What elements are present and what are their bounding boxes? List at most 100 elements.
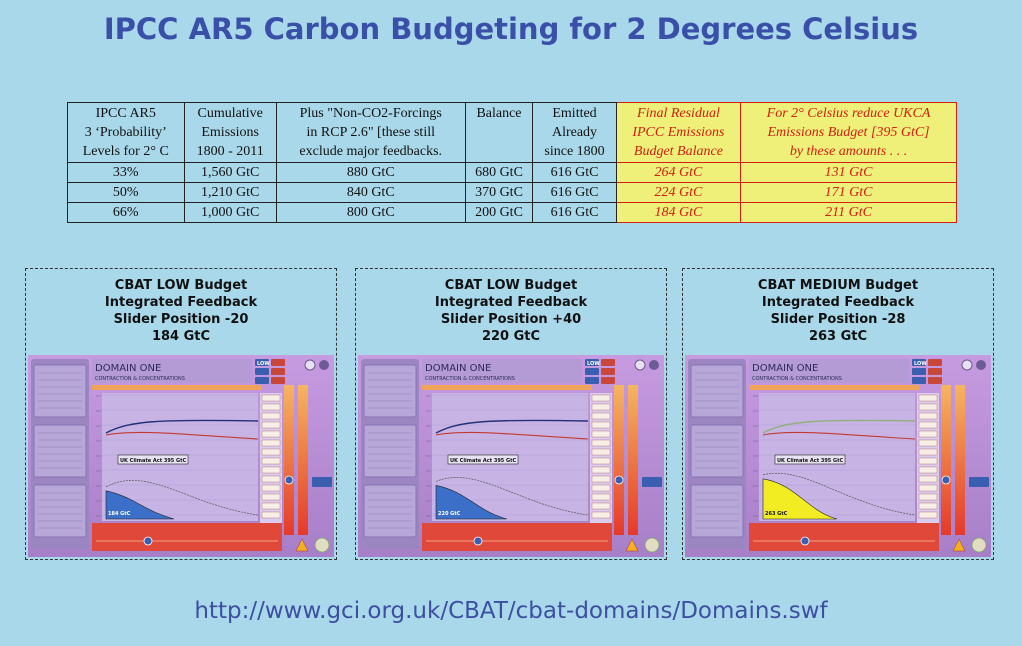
table-cell: 616 GtC bbox=[532, 162, 617, 183]
caption-amount: 184 GtC bbox=[151, 329, 211, 344]
table-body: 33% 1,560 GtC 880 GtC 680 GtC 616 GtC 264 GtC… bbox=[67, 162, 957, 223]
feedback-slider-handle[interactable] bbox=[614, 475, 624, 485]
header-line: 3 ‘Probability’ bbox=[84, 125, 167, 140]
table-cell: 1,000 GtC bbox=[183, 202, 277, 223]
value-cell bbox=[591, 484, 611, 492]
header-line: Emitted bbox=[552, 106, 597, 121]
table-cell: 616 GtC bbox=[532, 182, 617, 203]
table-row: 33% 1,560 GtC 880 GtC 680 GtC 616 GtC 264 GtC… bbox=[67, 162, 957, 183]
budget-button bbox=[601, 368, 615, 375]
feedback-slider-handle[interactable] bbox=[941, 475, 951, 485]
value-cell bbox=[261, 493, 281, 501]
value-cell bbox=[591, 403, 611, 411]
budget-low-button bbox=[585, 359, 599, 366]
table-header-cell: Final Residual IPCC Emissions Budget Balan… bbox=[615, 102, 742, 163]
value-cell bbox=[918, 484, 938, 492]
feedback-slider-handle[interactable] bbox=[284, 475, 294, 485]
page-title: IPCC AR5 Carbon Budgeting for 2 Degrees … bbox=[103, 12, 919, 46]
header-line: in RCP 2.6" [these still bbox=[306, 125, 435, 140]
value-cell bbox=[918, 457, 938, 465]
cbat-screenshot[interactable]: DOMAIN ONE CONTRACTION & CONCENTRATIONS LO… bbox=[28, 355, 334, 557]
reference-curve bbox=[435, 477, 589, 516]
header-line: by these amounts . . . bbox=[789, 144, 908, 159]
cbat-app-window: DOMAIN ONE CONTRACTION & CONCENTRATIONS LO… bbox=[28, 355, 334, 557]
cbat-app-window: DOMAIN ONE CONTRACTION & CONCENTRATIONS LO… bbox=[358, 355, 664, 557]
budget-low-label: LOW bbox=[257, 361, 270, 367]
budget-level-buttons[interactable]: LOW bbox=[912, 359, 942, 384]
feedback-thermometer bbox=[284, 385, 294, 535]
concentration-curve bbox=[105, 419, 259, 434]
area-value-label: 263 GtC bbox=[765, 511, 788, 517]
feedback-thermometer bbox=[941, 385, 951, 535]
carbon-budget-table: IPCC AR5 3 ‘Probability’ Levels for 2° C Cu… bbox=[67, 102, 957, 223]
table-cell: 616 GtC bbox=[532, 202, 617, 223]
cbat-screenshot[interactable]: DOMAIN ONE CONTRACTION & CONCENTRATIONS LO… bbox=[358, 355, 664, 557]
table-cell: 680 GtC bbox=[464, 162, 534, 183]
timeline-slider-handle[interactable] bbox=[800, 536, 810, 546]
header-line: IPCC AR5 bbox=[95, 106, 156, 121]
sidebar-data-panel bbox=[33, 424, 87, 478]
table-cell: 66% bbox=[67, 202, 185, 223]
domain-header bbox=[422, 359, 582, 383]
info-icon bbox=[304, 359, 316, 371]
domain-subtitle: CONTRACTION & CONCENTRATIONS bbox=[425, 376, 515, 382]
header-line: Plus "Non-CO2-Forcings bbox=[299, 106, 442, 121]
domain-title: DOMAIN ONE bbox=[95, 363, 161, 374]
value-cell bbox=[591, 457, 611, 465]
table-cell: 211 GtC bbox=[740, 202, 957, 223]
value-cell bbox=[591, 448, 611, 456]
budget-level-buttons[interactable]: LOW bbox=[585, 359, 615, 384]
header-line: Emissions Budget [395 GtC] bbox=[767, 125, 930, 140]
reference-curve bbox=[762, 473, 916, 516]
value-cell bbox=[591, 502, 611, 510]
header-line: exclude major feedbacks. bbox=[299, 144, 443, 159]
table-row: 66% 1,000 GtC 800 GtC 200 GtC 616 GtC 184 GtC… bbox=[67, 202, 957, 223]
value-cell bbox=[261, 466, 281, 474]
table-cell: 800 GtC bbox=[275, 202, 466, 223]
sidebar-data-panel bbox=[363, 424, 417, 478]
table-cell: 50% bbox=[67, 182, 185, 203]
header-line: Balance bbox=[476, 106, 522, 121]
tab-strip bbox=[92, 385, 262, 390]
gci-logo-icon bbox=[295, 538, 309, 552]
budget-medium-button bbox=[271, 359, 285, 366]
area-value-label: 220 GtC bbox=[438, 511, 461, 517]
timeline-slider-handle[interactable] bbox=[473, 536, 483, 546]
value-cell bbox=[591, 430, 611, 438]
temperature-thermometer bbox=[628, 385, 638, 535]
timeline-slider-handle[interactable] bbox=[143, 536, 153, 546]
area-value-label: 184 GtC bbox=[108, 511, 131, 517]
sidebar-data-panel bbox=[363, 364, 417, 418]
value-cell bbox=[918, 394, 938, 402]
panel-caption: CBAT LOW Budget Integrated Feedback Slid… bbox=[26, 277, 336, 345]
info-icon bbox=[961, 359, 973, 371]
caption-budget: CBAT LOW Budget bbox=[444, 278, 578, 293]
header-line: IPCC Emissions bbox=[632, 125, 725, 140]
caption-slider: Slider Position -28 bbox=[770, 312, 906, 327]
value-cell bbox=[591, 421, 611, 429]
budget-button bbox=[601, 377, 615, 384]
budget-button bbox=[271, 377, 285, 384]
budget-level-buttons[interactable]: LOW bbox=[255, 359, 285, 384]
table-cell: 1,210 GtC bbox=[183, 182, 277, 203]
value-cell bbox=[261, 412, 281, 420]
budget-button bbox=[255, 368, 269, 375]
caption-amount: 263 GtC bbox=[808, 329, 868, 344]
table-header-cell: For 2° Celsius reduce UKCA Emissions Budg… bbox=[740, 102, 957, 163]
panel-caption: CBAT MEDIUM Budget Integrated Feedback S… bbox=[683, 277, 993, 345]
info-icon bbox=[634, 359, 646, 371]
source-url-link[interactable]: http://www.gci.org.uk/CBAT/cbat-domains/… bbox=[194, 598, 828, 624]
caption-amount: 220 GtC bbox=[481, 329, 541, 344]
callout-box bbox=[117, 454, 189, 465]
domain-title: DOMAIN ONE bbox=[425, 363, 491, 374]
cbat-screenshot[interactable]: DOMAIN ONE CONTRACTION & CONCENTRATIONS LO… bbox=[685, 355, 991, 557]
concentration-curve bbox=[762, 419, 916, 434]
caption-feedback: Integrated Feedback bbox=[104, 295, 258, 310]
caption-slider: Slider Position +40 bbox=[440, 312, 582, 327]
value-cell bbox=[918, 493, 938, 501]
panel-caption: CBAT LOW Budget Integrated Feedback Slid… bbox=[356, 277, 666, 345]
caption-feedback: Integrated Feedback bbox=[434, 295, 588, 310]
header-line: 1800 - 2011 bbox=[196, 144, 264, 159]
budget-button bbox=[912, 377, 926, 384]
header-line: Final Residual bbox=[637, 106, 720, 121]
